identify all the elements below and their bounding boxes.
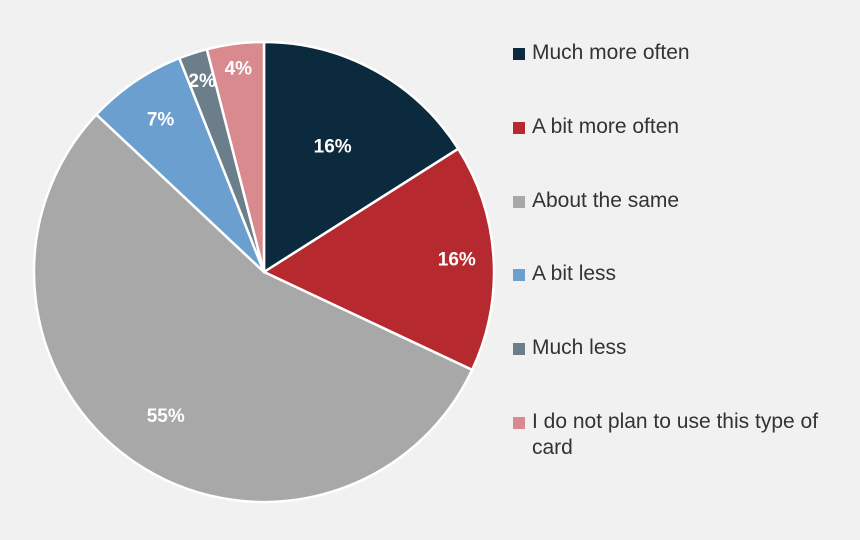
legend-swatch-do-not-plan xyxy=(513,417,525,429)
legend-swatch-much-less xyxy=(513,343,525,355)
legend-swatch-a-bit-less xyxy=(513,269,525,281)
pie-slice-a-bit-less xyxy=(95,56,266,274)
pie-slice-labels: 16% 16% 55% 7% 2% 4% xyxy=(147,58,476,427)
pie-slice-about-the-same xyxy=(32,113,474,504)
legend-item-much-less: Much less xyxy=(513,335,842,361)
legend-swatch-about-the-same xyxy=(513,196,525,208)
legend-item-about-the-same: About the same xyxy=(513,188,842,214)
legend-item-a-bit-more-often: A bit more often xyxy=(513,114,842,140)
legend-item-do-not-plan: I do not plan to use this type of card xyxy=(513,409,842,461)
pie-slice-label-much-more-often: 16% xyxy=(314,137,352,158)
legend-label: Much less xyxy=(532,336,627,359)
pie-slice-label-about-the-same: 55% xyxy=(147,406,185,427)
legend-label: Much more often xyxy=(532,41,690,64)
pie-slices xyxy=(32,40,496,504)
pie-slice-i-do-not-plan-to-use-this-type-of-card xyxy=(205,40,266,274)
pie-slice-label-i-do-not-plan-to-use-this-type-of-card: 4% xyxy=(225,58,253,79)
legend-label: A bit less xyxy=(532,262,617,285)
legend-label: I do not plan to use this type of card xyxy=(532,410,819,459)
pie-slice-label-much-less: 2% xyxy=(188,71,216,92)
pie-slice-a-bit-more-often xyxy=(262,147,496,372)
legend-label: A bit more often xyxy=(532,115,680,138)
pie-slice-label-a-bit-less: 7% xyxy=(147,109,175,130)
pie-slice-label-a-bit-more-often: 16% xyxy=(438,249,476,270)
legend-swatch-a-bit-more-often xyxy=(513,122,525,134)
legend-item-much-more-often: Much more often xyxy=(513,40,842,66)
pie-slice-much-more-often xyxy=(262,40,460,274)
legend-label: About the same xyxy=(532,189,680,212)
legend-item-a-bit-less: A bit less xyxy=(513,261,842,287)
legend-swatch-much-more-often xyxy=(513,48,525,60)
